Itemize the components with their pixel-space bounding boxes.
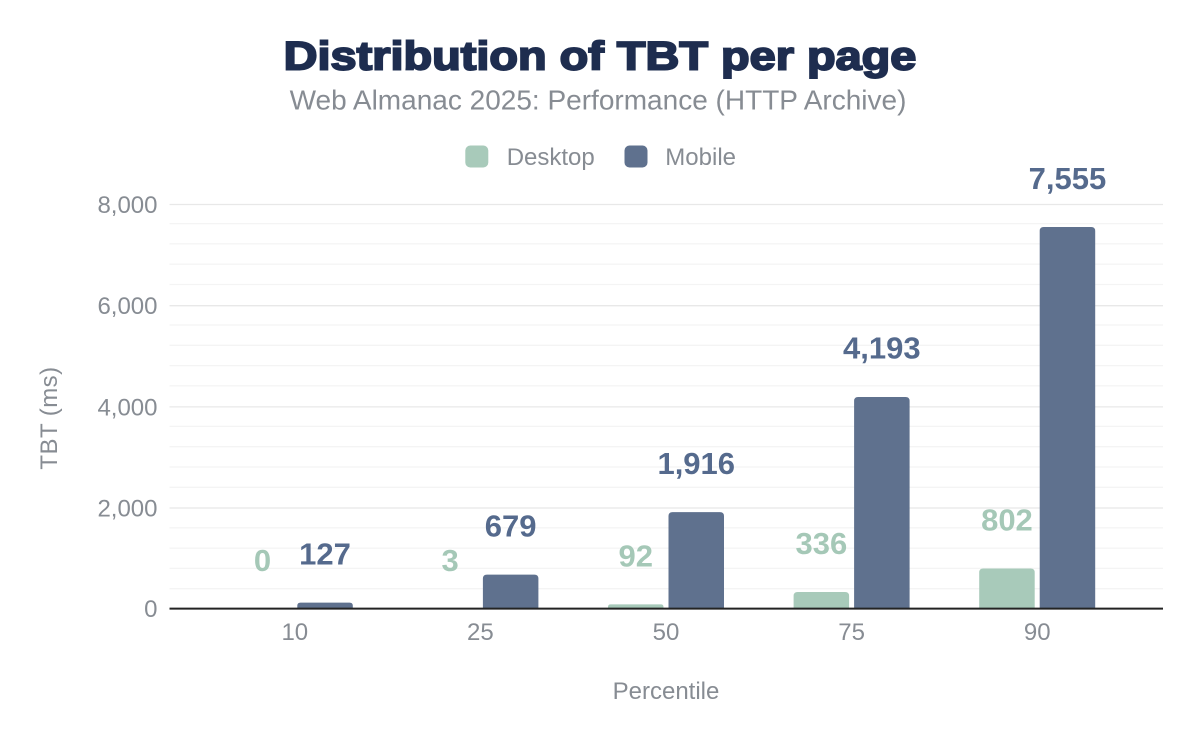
svg-text:4,193: 4,193 xyxy=(843,331,921,366)
svg-text:679: 679 xyxy=(485,508,537,543)
svg-text:Web Almanac 2025: Performance: Web Almanac 2025: Performance (HTTP Arch… xyxy=(290,85,907,116)
svg-text:336: 336 xyxy=(795,526,847,561)
svg-text:7,555: 7,555 xyxy=(1029,161,1107,196)
svg-text:802: 802 xyxy=(981,502,1033,537)
svg-text:0: 0 xyxy=(254,543,271,578)
svg-text:8,000: 8,000 xyxy=(97,192,157,219)
svg-text:6,000: 6,000 xyxy=(97,293,157,320)
svg-text:Mobile: Mobile xyxy=(665,144,736,171)
svg-text:92: 92 xyxy=(619,538,653,573)
svg-text:1,916: 1,916 xyxy=(657,446,735,481)
svg-text:3: 3 xyxy=(442,543,459,578)
svg-text:90: 90 xyxy=(1024,619,1051,646)
svg-text:0: 0 xyxy=(144,596,157,623)
svg-text:10: 10 xyxy=(281,619,308,646)
svg-text:Desktop: Desktop xyxy=(507,144,595,171)
svg-text:75: 75 xyxy=(838,619,865,646)
svg-text:2,000: 2,000 xyxy=(97,496,157,523)
svg-text:Percentile: Percentile xyxy=(613,678,720,705)
svg-text:4,000: 4,000 xyxy=(97,394,157,421)
svg-text:50: 50 xyxy=(653,619,680,646)
svg-text:Distribution of TBT per page: Distribution of TBT per page xyxy=(284,35,917,79)
svg-text:25: 25 xyxy=(467,619,494,646)
svg-text:TBT (ms): TBT (ms) xyxy=(36,366,63,469)
svg-text:127: 127 xyxy=(299,536,351,571)
